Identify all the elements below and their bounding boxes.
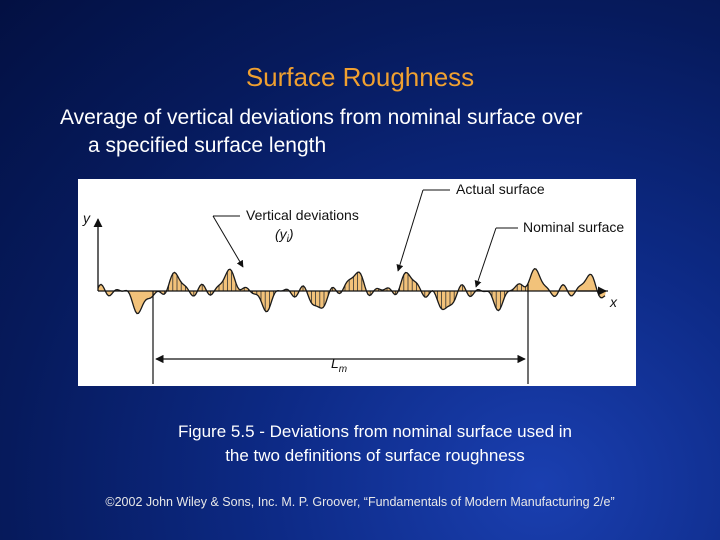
yi-close: ) <box>287 226 294 242</box>
caption-line-2: the two definitions of surface roughness <box>225 446 525 465</box>
bullet-line-1: Average of vertical deviations from nomi… <box>60 106 583 129</box>
length-subscript: m <box>339 364 347 375</box>
sampling-length-label: Lm <box>331 355 347 375</box>
profile-fill-area <box>98 268 606 314</box>
figure-svg: y x Lm Actual surface Vertical deviation… <box>82 181 624 384</box>
surface-roughness-figure: y x Lm Actual surface Vertical deviation… <box>78 179 636 386</box>
figure-caption: Figure 5.5 - Deviations from nominal sur… <box>100 420 650 468</box>
caption-line-1: Figure 5.5 - Deviations from nominal sur… <box>177 422 572 441</box>
yi-subscript: i <box>287 234 290 245</box>
nominal-surface-label: Nominal surface <box>523 219 624 235</box>
actual-surface-label: Actual surface <box>456 181 545 197</box>
vertical-deviations-arrow <box>212 215 244 268</box>
slide-title: Surface Roughness <box>245 62 475 92</box>
copyright-footer: ©2002 John Wiley & Sons, Inc. M. P. Groo… <box>105 495 615 509</box>
deviation-hatch-lines <box>155 268 527 314</box>
actual-surface-profile <box>97 267 606 315</box>
yi-open: (y <box>275 226 288 242</box>
bullet-line-2: a specified surface length <box>88 134 327 157</box>
nominal-surface-arrow <box>474 227 497 288</box>
bullet-text: Average of vertical deviations from nomi… <box>60 104 680 160</box>
length-symbol: L <box>331 355 339 371</box>
y-axis-label: y <box>82 210 91 226</box>
vertical-deviations-label: Vertical deviations <box>246 207 359 223</box>
x-axis-label: x <box>609 294 618 310</box>
actual-surface-arrow <box>396 189 424 272</box>
yi-label: (yi) <box>275 226 294 245</box>
